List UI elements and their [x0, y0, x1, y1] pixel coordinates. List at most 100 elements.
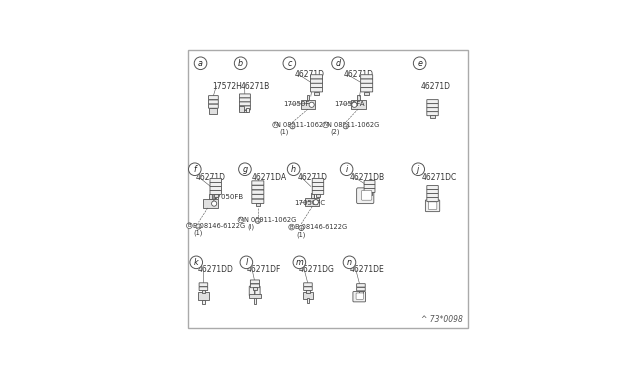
Text: B 08146-6122G: B 08146-6122G — [295, 224, 347, 230]
Text: 46271DA: 46271DA — [252, 173, 287, 182]
Text: (I): (I) — [248, 224, 255, 230]
Bar — [314, 92, 319, 94]
Text: 46271D: 46271D — [298, 173, 328, 182]
Text: N: N — [273, 122, 278, 127]
Bar — [209, 108, 218, 114]
Circle shape — [194, 57, 207, 70]
Text: B 08146-6122G: B 08146-6122G — [193, 223, 244, 229]
FancyBboxPatch shape — [356, 288, 365, 291]
Text: b: b — [238, 59, 243, 68]
FancyBboxPatch shape — [199, 287, 208, 291]
FancyBboxPatch shape — [356, 188, 374, 203]
Circle shape — [313, 200, 319, 205]
FancyBboxPatch shape — [364, 185, 375, 189]
Bar — [356, 95, 360, 100]
Text: N: N — [324, 122, 328, 127]
Circle shape — [239, 163, 252, 176]
Text: B: B — [290, 225, 293, 230]
Text: f: f — [193, 165, 196, 174]
FancyBboxPatch shape — [250, 284, 260, 288]
Circle shape — [340, 163, 353, 176]
FancyBboxPatch shape — [250, 280, 260, 284]
Text: (1): (1) — [279, 129, 289, 135]
FancyBboxPatch shape — [252, 181, 264, 185]
FancyBboxPatch shape — [303, 287, 312, 291]
Circle shape — [186, 223, 192, 228]
FancyBboxPatch shape — [361, 83, 372, 87]
FancyBboxPatch shape — [199, 283, 208, 286]
Bar — [239, 106, 244, 112]
Text: a: a — [198, 59, 203, 68]
Text: N 08911-1062G: N 08911-1062G — [326, 122, 379, 128]
Text: j: j — [417, 165, 419, 174]
Text: (2): (2) — [331, 129, 340, 135]
Circle shape — [190, 256, 202, 269]
FancyBboxPatch shape — [249, 286, 254, 296]
FancyBboxPatch shape — [209, 100, 218, 104]
Circle shape — [290, 124, 295, 129]
Text: c: c — [287, 59, 291, 68]
Text: n: n — [347, 258, 352, 267]
Circle shape — [299, 225, 304, 231]
Bar — [202, 290, 205, 293]
Circle shape — [309, 102, 314, 108]
Text: 17050FA: 17050FA — [333, 101, 364, 107]
Text: ^ 73*0098: ^ 73*0098 — [420, 315, 463, 324]
Bar — [359, 291, 362, 293]
Circle shape — [189, 163, 201, 176]
Text: N 08911-1062G: N 08911-1062G — [276, 122, 329, 128]
Bar — [430, 115, 435, 118]
Circle shape — [283, 57, 296, 70]
FancyBboxPatch shape — [239, 106, 250, 110]
FancyBboxPatch shape — [252, 195, 264, 199]
Circle shape — [240, 256, 253, 269]
FancyBboxPatch shape — [310, 87, 323, 92]
Text: N 08911-1062G: N 08911-1062G — [244, 217, 296, 223]
FancyBboxPatch shape — [356, 284, 365, 287]
Bar — [198, 292, 209, 301]
Bar — [254, 298, 256, 304]
Text: 17572H: 17572H — [212, 82, 242, 91]
FancyBboxPatch shape — [427, 198, 438, 202]
FancyBboxPatch shape — [303, 283, 312, 286]
FancyBboxPatch shape — [239, 98, 250, 102]
Text: e: e — [417, 59, 422, 68]
Bar — [307, 290, 310, 293]
Text: 17050FC: 17050FC — [294, 200, 325, 206]
FancyBboxPatch shape — [426, 200, 440, 212]
FancyBboxPatch shape — [210, 182, 221, 186]
Circle shape — [273, 122, 278, 128]
Circle shape — [332, 57, 344, 70]
Text: g: g — [243, 165, 248, 174]
Bar — [214, 194, 218, 197]
Circle shape — [352, 102, 357, 108]
Bar — [303, 292, 313, 299]
FancyBboxPatch shape — [312, 186, 324, 190]
Text: h: h — [291, 165, 296, 174]
Text: i: i — [346, 165, 348, 174]
FancyBboxPatch shape — [305, 198, 319, 206]
Bar — [307, 95, 309, 100]
FancyBboxPatch shape — [301, 100, 316, 109]
Bar — [307, 298, 309, 303]
Circle shape — [212, 201, 217, 206]
FancyBboxPatch shape — [312, 190, 324, 195]
FancyBboxPatch shape — [351, 100, 365, 109]
Text: 46271DB: 46271DB — [349, 173, 385, 182]
FancyBboxPatch shape — [252, 185, 264, 190]
Text: k: k — [194, 258, 198, 267]
Text: (1): (1) — [194, 229, 203, 235]
FancyBboxPatch shape — [255, 286, 260, 296]
Circle shape — [412, 163, 424, 176]
Bar — [364, 92, 369, 94]
FancyBboxPatch shape — [364, 189, 375, 192]
Circle shape — [413, 57, 426, 70]
Text: 46271DD: 46271DD — [198, 265, 234, 274]
Text: 46271DE: 46271DE — [350, 265, 385, 274]
FancyBboxPatch shape — [427, 104, 438, 108]
Circle shape — [343, 124, 348, 129]
Text: 17050F: 17050F — [284, 101, 310, 107]
FancyBboxPatch shape — [427, 186, 438, 190]
FancyBboxPatch shape — [210, 179, 221, 182]
Bar — [311, 193, 314, 198]
